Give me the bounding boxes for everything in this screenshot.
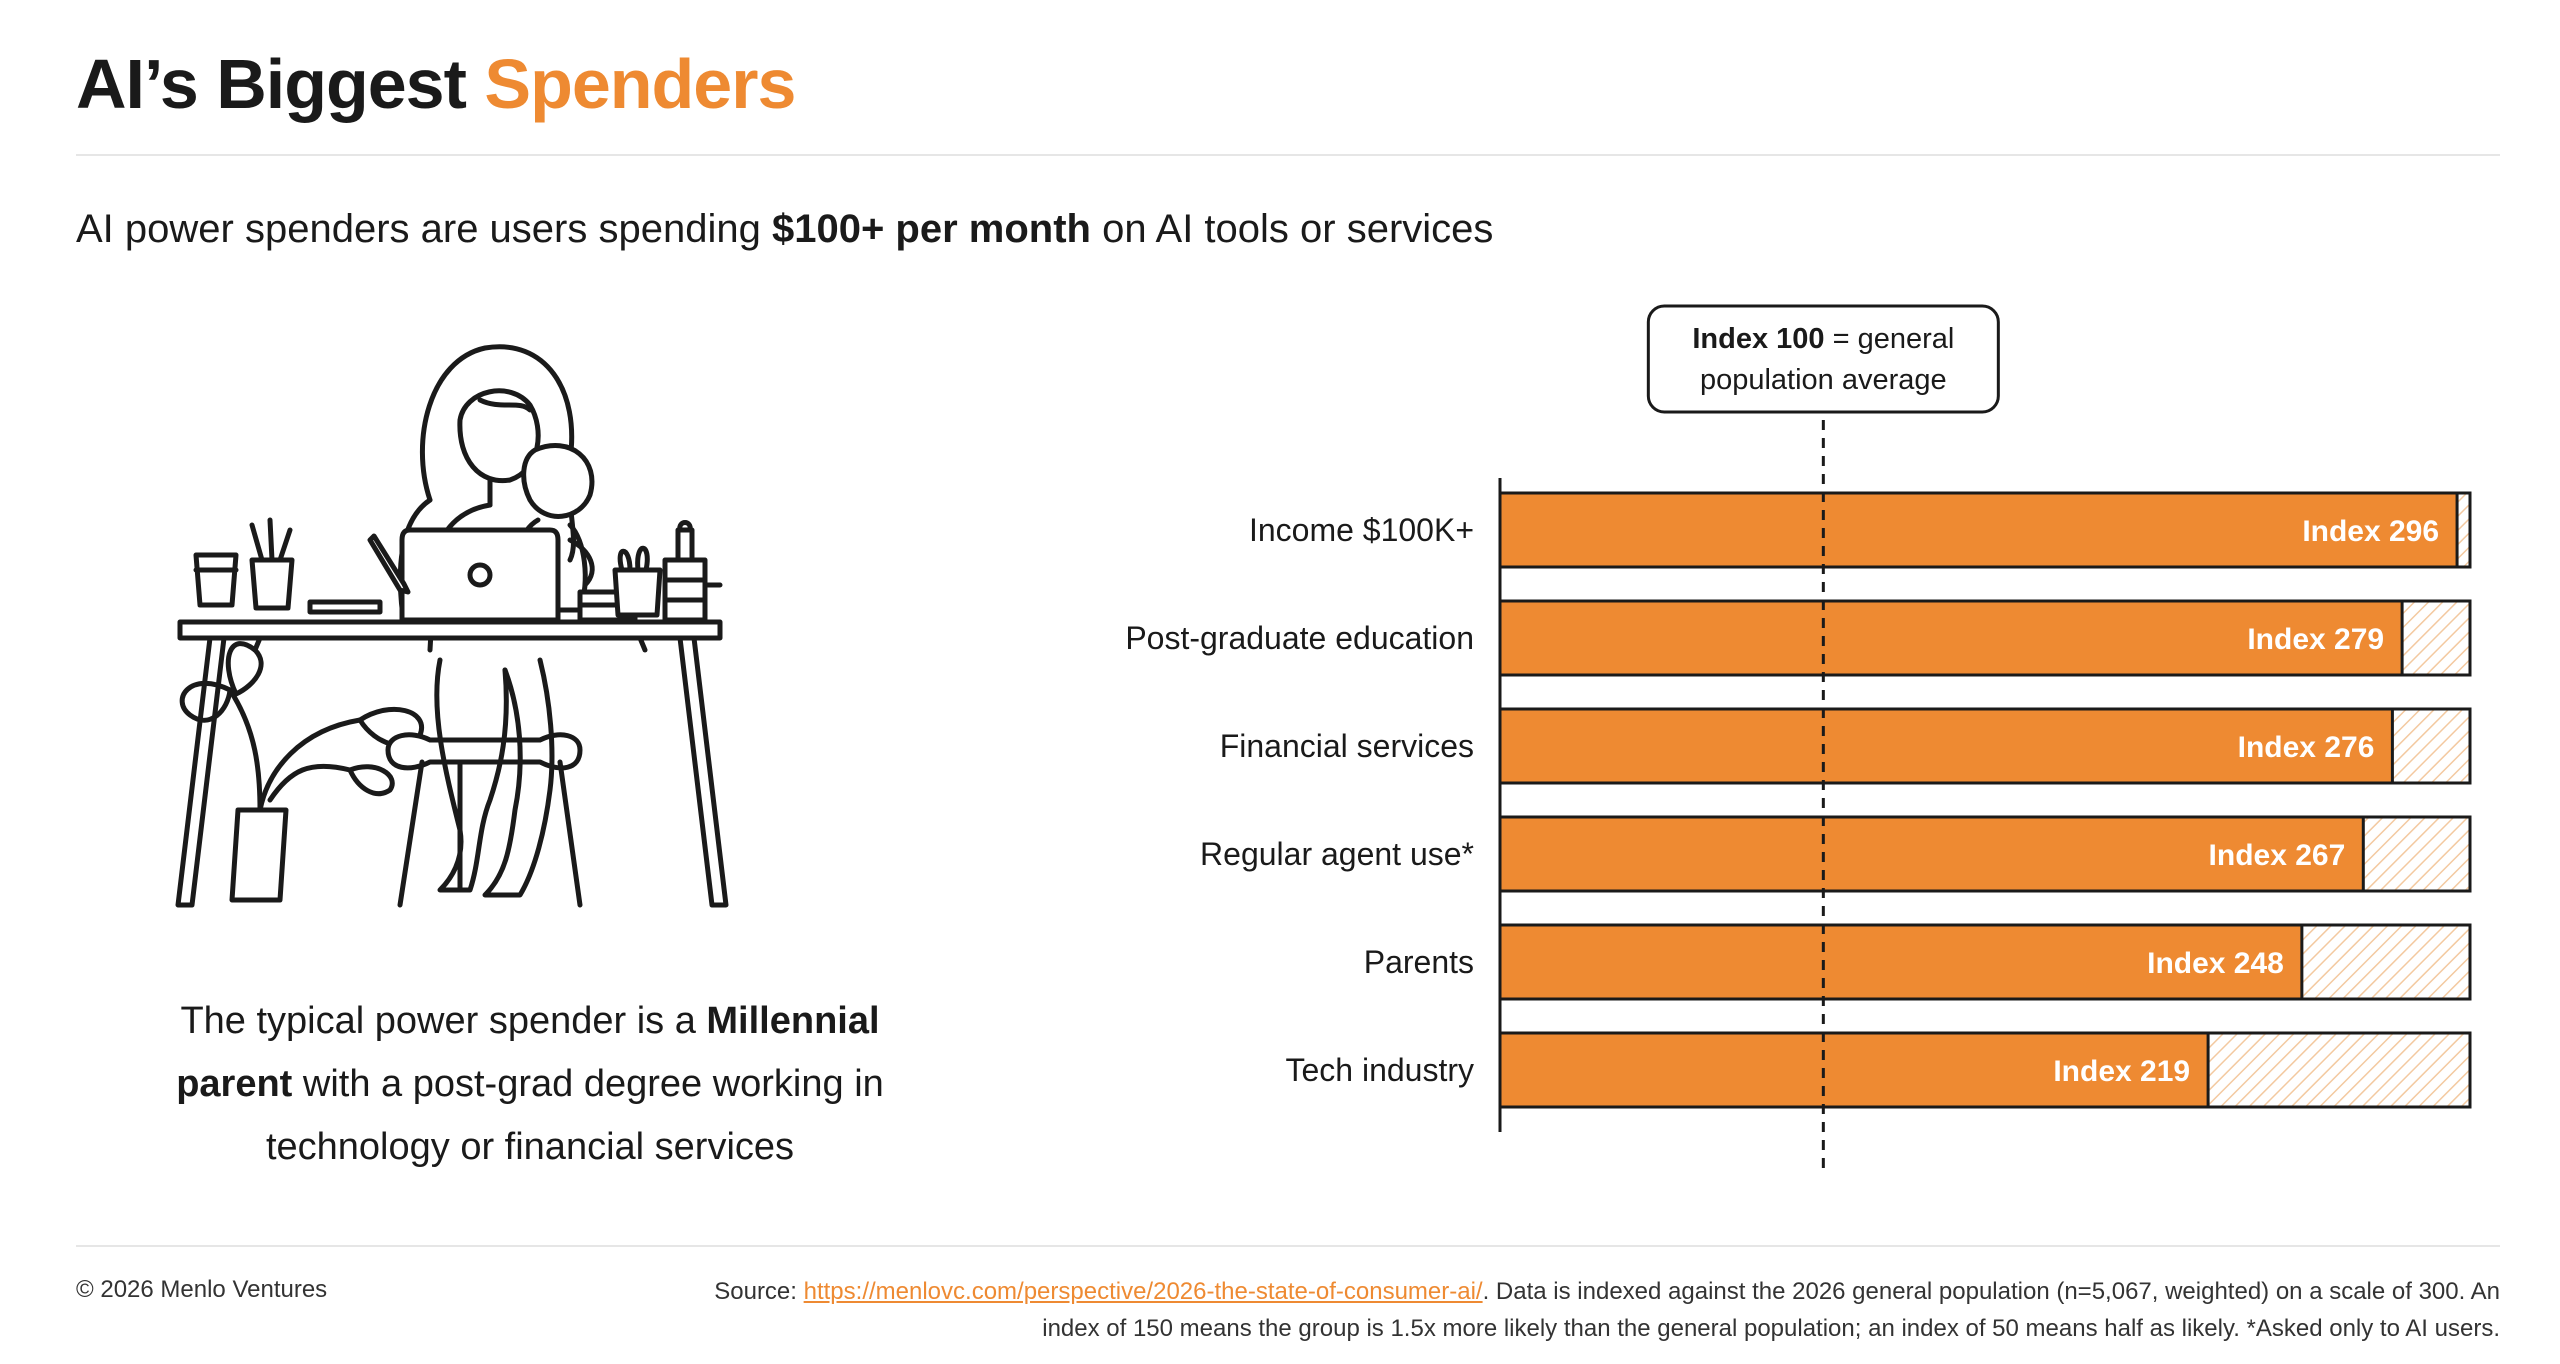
bar — [1500, 493, 2458, 567]
source-note: Source: https://menlovc.com/perspective/… — [660, 1273, 2500, 1347]
bar — [1500, 709, 2393, 783]
subtitle: AI power spenders are users spending $10… — [76, 205, 1493, 253]
bar — [1500, 925, 2302, 999]
index-bar-chart: Income $100K+ Index 296 Post-graduate educ… — [1125, 304, 2472, 1170]
bar — [1500, 1033, 2209, 1107]
source-prefix: Source: — [714, 1278, 797, 1305]
copyright: © 2026 Menlo Ventures — [76, 1276, 328, 1303]
page-title: AI’s Biggest Spenders — [76, 42, 796, 126]
caption-text: The typical power spender is a — [180, 1000, 696, 1042]
reference-label-line2: population average — [1700, 364, 1947, 396]
chair — [385, 732, 583, 908]
value-label: Index 248 — [2147, 947, 2284, 980]
laptop-icon — [387, 527, 573, 625]
value-label: Index 276 — [2238, 731, 2375, 764]
caption-bold-2: parent — [176, 1063, 293, 1105]
category-label: Post-graduate education — [1125, 620, 1474, 656]
title-main: AI’s Biggest — [76, 45, 467, 123]
value-label: Index 219 — [2053, 1055, 2190, 1088]
subtitle-text: AI power spenders are users spending — [76, 207, 761, 251]
subtitle-highlight: $100+ per month — [771, 207, 1091, 251]
footer-divider — [76, 1245, 2500, 1247]
title-accent: Spenders — [484, 45, 796, 123]
desk — [175, 619, 729, 908]
parent-legs — [434, 657, 555, 898]
reference-callout: Index 100 = general population average — [1646, 304, 2000, 414]
parent-at-desk-illustration — [175, 344, 729, 908]
child-figure — [511, 443, 595, 613]
cups-icon — [193, 517, 383, 615]
reference-label-line1: Index 100 = general — [1692, 323, 1954, 355]
source-link[interactable]: https://menlovc.com/perspective/2026-the… — [803, 1278, 1483, 1305]
reference-label-bold: Index 100 — [1692, 323, 1824, 355]
category-label: Parents — [1364, 944, 1474, 980]
value-label: Index 279 — [2247, 623, 2384, 656]
bar — [1500, 601, 2403, 675]
reference-label-rest: = general — [1833, 323, 1955, 355]
persona-caption: The typical power spender is a Millennia… — [130, 990, 930, 1179]
header-divider — [76, 154, 2500, 156]
category-label: Regular agent use* — [1200, 836, 1474, 872]
source-note-text: . Data is indexed against the 2026 gener… — [1042, 1278, 2500, 1342]
bar — [1500, 817, 2364, 891]
category-label: Tech industry — [1285, 1052, 1474, 1088]
desk-items-icon — [577, 520, 723, 623]
caption-bold-1: Millennial — [706, 1000, 880, 1042]
value-label: Index 296 — [2302, 515, 2439, 548]
reference-callout-box — [1646, 304, 2000, 414]
subtitle-tail: on AI tools or services — [1102, 207, 1494, 251]
caption-tail: with a post-grad degree working in techn… — [265, 1063, 884, 1168]
category-label: Financial services — [1220, 728, 1474, 764]
value-label: Index 267 — [2209, 839, 2346, 872]
category-label: Income $100K+ — [1249, 512, 1474, 548]
